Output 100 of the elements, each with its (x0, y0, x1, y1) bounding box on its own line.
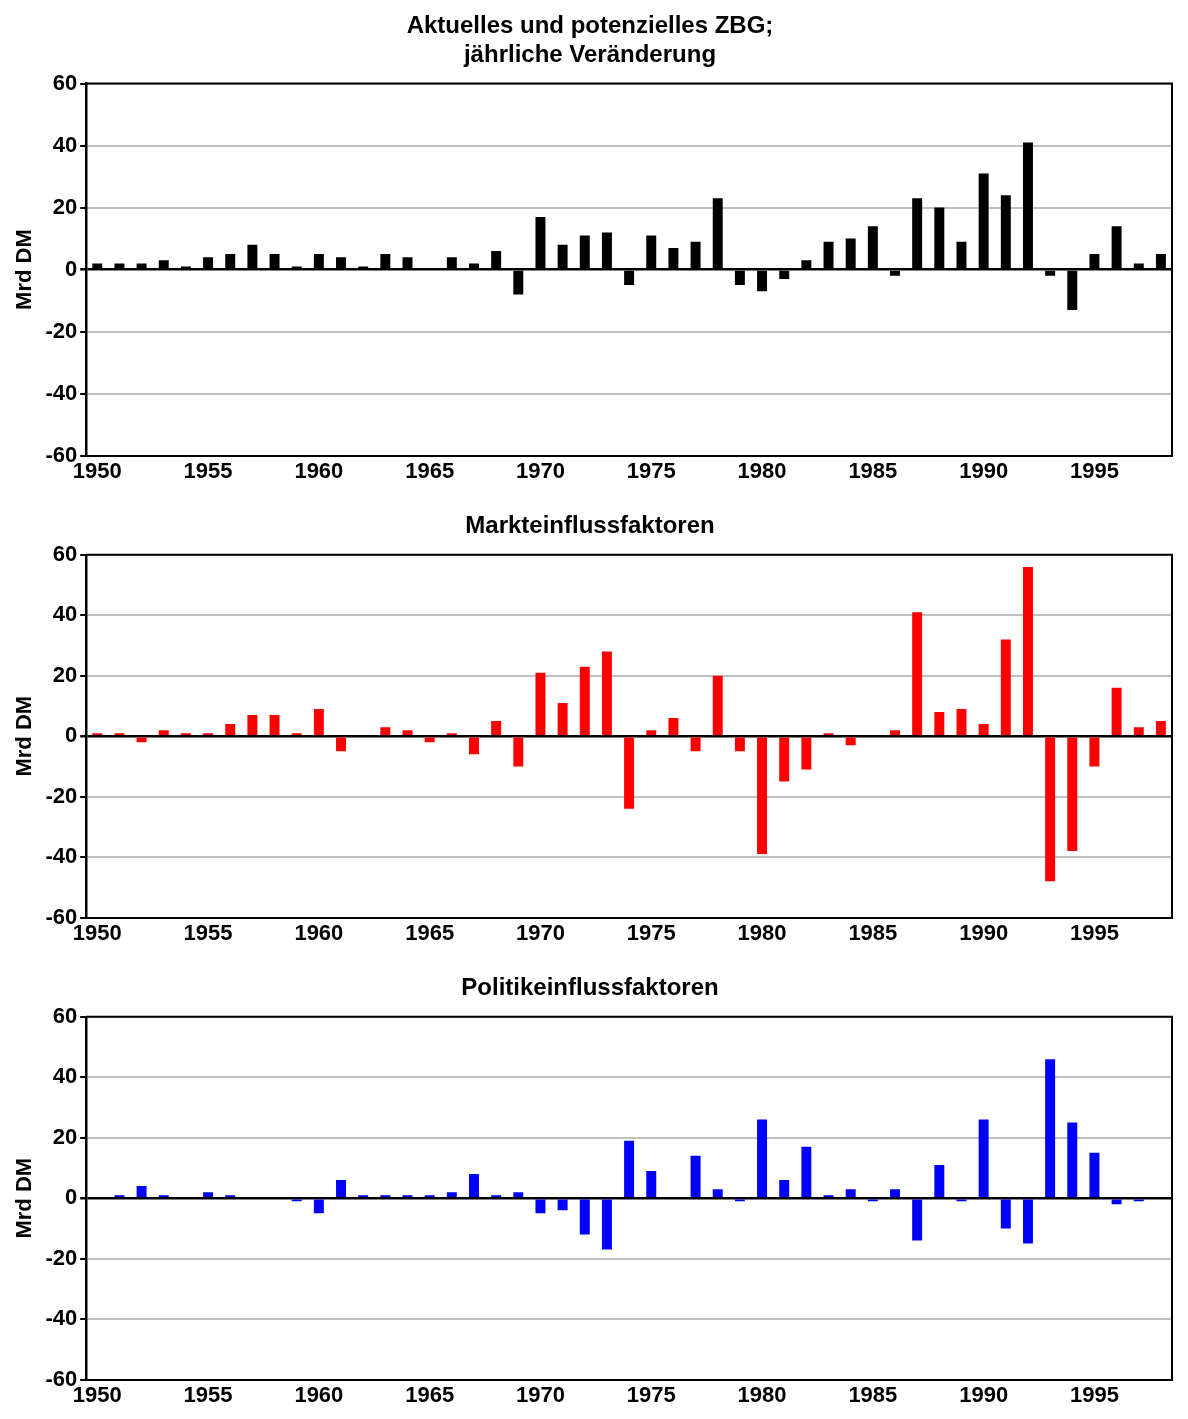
x-tick-label: 1980 (737, 919, 787, 945)
bar (1111, 687, 1122, 735)
y-tick-label: -20 (45, 782, 78, 808)
y-tick-label: 20 (52, 1123, 78, 1149)
bar (1067, 1122, 1078, 1197)
bar (136, 737, 147, 743)
x-tick-label: 1960 (294, 1381, 344, 1407)
bar (1045, 737, 1056, 882)
chart-title: Politikeinflussfaktoren (461, 973, 719, 1001)
y-tick-label: 60 (52, 540, 78, 566)
bar (934, 1164, 945, 1197)
bar (912, 612, 923, 735)
bar (158, 730, 169, 735)
x-tick-label: 1990 (959, 1381, 1009, 1407)
bar (978, 724, 989, 735)
y-tick-label: 40 (52, 131, 78, 157)
bar (912, 1199, 923, 1241)
x-tick-label: 1980 (737, 457, 787, 483)
x-tick-label: 1985 (848, 457, 898, 483)
y-tick-label: 20 (52, 193, 78, 219)
x-tick-label: 1960 (294, 919, 344, 945)
bar (535, 672, 546, 735)
y-tick-label: 0 (64, 255, 78, 281)
bar (535, 1199, 546, 1214)
bar (890, 730, 900, 735)
x-tick-label: 1970 (515, 457, 565, 483)
bar (557, 1199, 568, 1211)
bar (1000, 1199, 1011, 1229)
x-tick-label: 1985 (848, 1381, 898, 1407)
bar (313, 708, 324, 735)
bar (757, 737, 768, 855)
x-tick-label: 1965 (405, 457, 455, 483)
bar (1089, 1152, 1100, 1197)
bar (1133, 727, 1144, 735)
bar (1022, 566, 1033, 735)
bar (734, 737, 745, 752)
bar (690, 1155, 701, 1197)
bar (978, 1119, 989, 1197)
x-tick-label: 1995 (1069, 457, 1119, 483)
x-tick-label: 1965 (405, 919, 455, 945)
bar (136, 1186, 147, 1197)
x-tick-label: 1965 (405, 1381, 455, 1407)
bar (779, 737, 790, 782)
x-tick-label: 1970 (515, 919, 565, 945)
bar (845, 737, 856, 746)
chart-title: Markteinflussfaktoren (465, 511, 715, 539)
x-tick-label: 1970 (515, 1381, 565, 1407)
bar (247, 715, 258, 735)
x-tick-label: 1990 (959, 457, 1009, 483)
x-tick-label: 1955 (183, 919, 233, 945)
bar (1067, 737, 1078, 852)
y-tick-label: -40 (45, 843, 78, 869)
bar (513, 1192, 524, 1197)
bar (1155, 721, 1166, 735)
x-tick-label: 1955 (183, 457, 233, 483)
x-tick-label: 1995 (1069, 1381, 1119, 1407)
bar (845, 1189, 856, 1197)
x-tick-label: 1985 (848, 919, 898, 945)
bar (269, 715, 280, 735)
bar (601, 651, 612, 735)
x-tick-label: 1975 (626, 457, 676, 483)
y-axis-title: Mrd DM (11, 229, 37, 310)
bar (624, 1140, 635, 1197)
y-axis-title: Mrd DM (11, 1157, 37, 1239)
y-tick-label: -20 (45, 317, 78, 343)
bar (624, 737, 635, 809)
bar (557, 702, 568, 735)
x-tick-label: 1990 (959, 919, 1009, 945)
y-tick-label: 40 (52, 601, 78, 627)
y-axis-title: Mrd DM (11, 695, 37, 777)
bar (579, 1199, 590, 1235)
bar (1111, 1199, 1122, 1205)
bar (956, 708, 967, 735)
bar (446, 1192, 457, 1197)
bar (646, 730, 657, 735)
bar (336, 737, 347, 752)
x-tick-label: 1980 (737, 1381, 787, 1407)
y-tick-label: 40 (52, 1063, 78, 1089)
y-tick-label: 0 (64, 1184, 78, 1210)
bar (668, 718, 679, 735)
bar (203, 1192, 214, 1197)
x-tick-label: 1995 (1069, 919, 1119, 945)
bar (1089, 737, 1100, 767)
y-tick-label: -40 (45, 1305, 78, 1331)
y-tick-label: 20 (52, 661, 78, 687)
y-tick-label: -40 (45, 379, 78, 405)
y-tick-label: 0 (64, 722, 78, 748)
x-tick-label: 1955 (183, 1381, 233, 1407)
bar (779, 1180, 790, 1197)
bar (1022, 1199, 1033, 1244)
bar (313, 1199, 324, 1214)
bar (757, 1119, 768, 1197)
x-tick-label: 1960 (294, 457, 344, 483)
bar (801, 737, 812, 770)
bar (225, 724, 236, 735)
x-tick-label: 1975 (626, 919, 676, 945)
bar (579, 666, 590, 735)
bar (491, 721, 502, 735)
bar (469, 1174, 479, 1197)
bar (601, 1199, 612, 1250)
